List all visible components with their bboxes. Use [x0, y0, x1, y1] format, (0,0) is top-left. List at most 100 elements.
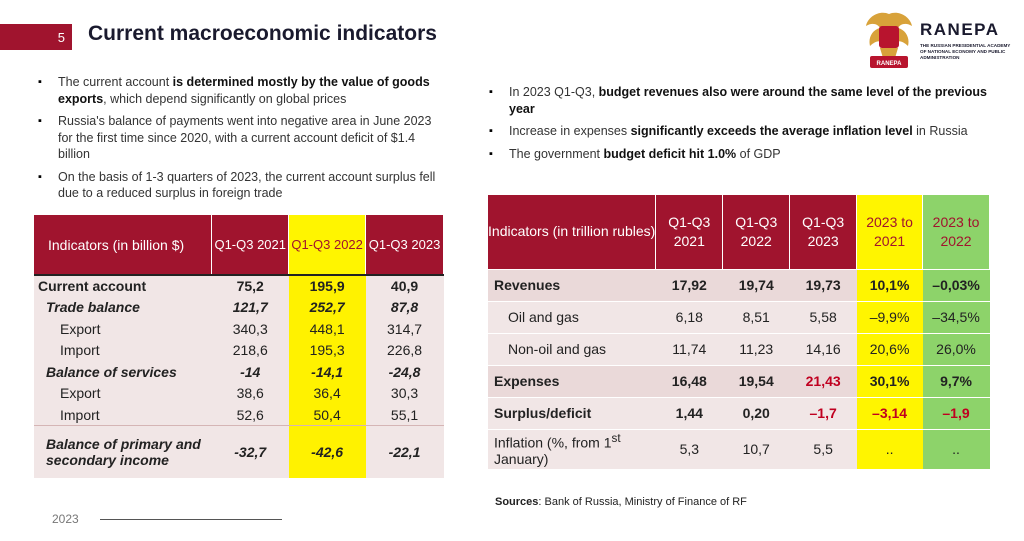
table-cell: Balance of primary and secondary income [34, 425, 212, 478]
table-row: Revenues 17,92 19,74 19,73 10,1% –0,03% [488, 268, 990, 301]
table-cell: 17,92 [655, 268, 723, 301]
table-cell: –9,9% [856, 300, 923, 333]
table-cell: -32,7 [211, 425, 289, 478]
table-cell: 5,3 [655, 428, 723, 469]
table-cell: Current account [34, 274, 212, 297]
table-cell: 20,6% [856, 332, 923, 365]
table-cell: Trade balance [34, 296, 212, 318]
column-header: Q1-Q3 2021 [211, 215, 290, 275]
table-cell: Non-oil and gas [488, 332, 656, 365]
column-header: Q1-Q3 2022 [722, 195, 791, 269]
table-cell: 19,73 [789, 268, 857, 301]
table-row: Expenses 16,48 19,54 21,43 30,1% 9,7% [488, 364, 990, 397]
table-cell: Surplus/deficit [488, 396, 656, 429]
table-cell: Expenses [488, 364, 656, 397]
table-cell: 1,44 [655, 396, 723, 429]
table-cell: 0,20 [722, 396, 790, 429]
bullet-item: In 2023 Q1-Q3, budget revenues also were… [487, 84, 992, 117]
balance-of-payments-table: Indicators (in billion $) Q1-Q3 2021 Q1-… [34, 215, 444, 478]
bullet-item: Increase in expenses significantly excee… [487, 123, 992, 140]
table-cell: 6,18 [655, 300, 723, 333]
table-cell: Inflation (%, from 1st January) [488, 428, 656, 469]
table-cell: –34,5% [922, 300, 990, 333]
table-cell: 195,3 [288, 339, 366, 361]
sources-note: Sources: Bank of Russia, Ministry of Fin… [495, 496, 747, 508]
table-cell: Export [34, 382, 212, 404]
table-cell: 11,23 [722, 332, 790, 365]
table-cell: Oil and gas [488, 300, 656, 333]
table-cell: -14 [211, 361, 289, 383]
table-cell: 448,1 [288, 318, 366, 340]
table-row: Surplus/deficit 1,44 0,20 –1,7 –3,14 –1,… [488, 396, 990, 429]
bullet-item: On the basis of 1-3 quarters of 2023, th… [36, 169, 446, 202]
logo-subtitle: THE RUSSIAN PRESIDENTIAL ACADEMY OF NATI… [920, 43, 1011, 60]
column-header: Q1-Q3 2023 [789, 195, 858, 269]
table-cell: 226,8 [365, 339, 444, 361]
left-bullet-list: The current account is determined mostly… [36, 74, 446, 208]
table-cell: 5,58 [789, 300, 857, 333]
table-cell: 55,1 [365, 404, 444, 426]
logo-brand: RANEPA [920, 20, 1000, 39]
budget-table: Indicators (in trillion rubles) Q1-Q3 20… [488, 195, 990, 469]
table-cell: .. [856, 428, 923, 469]
table-cell: 50,4 [288, 404, 366, 426]
table-cell: -24,8 [365, 361, 444, 383]
table-cell: 8,51 [722, 300, 790, 333]
table-cell: 75,2 [211, 274, 289, 297]
table-cell: -42,6 [288, 425, 366, 478]
column-header: 2023 to 2022 [922, 195, 990, 269]
table-cell: Export [34, 318, 212, 340]
table-cell: 5,5 [789, 428, 857, 469]
table-cell: –1,7 [789, 396, 857, 429]
table-cell: 87,8 [365, 296, 444, 318]
table-cell: 30,3 [365, 382, 444, 404]
table-cell: 314,7 [365, 318, 444, 340]
footer-year: 2023 [52, 512, 79, 526]
table-cell: –3,14 [856, 396, 923, 429]
bullet-item: Russia's balance of payments went into n… [36, 113, 446, 163]
table-row: Balance of primary and secondary income … [34, 425, 444, 478]
table-row: Export 340,3 448,1 314,7 [34, 318, 444, 340]
column-header: Q1-Q3 2021 [655, 195, 724, 269]
table-row: Import 218,6 195,3 226,8 [34, 339, 444, 361]
right-bullet-list: In 2023 Q1-Q3, budget revenues also were… [487, 84, 992, 168]
emblem-text: RANEPA [877, 61, 903, 67]
bullet-item: The current account is determined mostly… [36, 74, 446, 107]
table-cell: 40,9 [365, 274, 444, 297]
table-cell: 340,3 [211, 318, 289, 340]
table-cell: 30,1% [856, 364, 923, 397]
table-cell: 26,0% [922, 332, 990, 365]
table-cell: Import [34, 404, 212, 426]
table-row: Export 38,6 36,4 30,3 [34, 382, 444, 404]
table-cell: 195,9 [288, 274, 366, 297]
table-cell: 16,48 [655, 364, 723, 397]
table-cell: .. [922, 428, 990, 469]
table-cell: 218,6 [211, 339, 289, 361]
table-row: Balance of services -14 -14,1 -24,8 [34, 361, 444, 383]
table-cell: –0,03% [922, 268, 990, 301]
table-row: Import 52,6 50,4 55,1 [34, 404, 444, 426]
ranepa-logo: RANEPA RANEPA THE RUSSIAN PRESIDENTIAL A… [862, 8, 1012, 74]
emblem-icon: RANEPA [866, 12, 912, 68]
column-header: Q1-Q3 2023 [365, 215, 444, 275]
table-cell: 38,6 [211, 382, 289, 404]
bullet-item: The government budget deficit hit 1.0% o… [487, 146, 992, 163]
page-number: 5 [0, 24, 72, 50]
table-cell: 9,7% [922, 364, 990, 397]
table-cell: 36,4 [288, 382, 366, 404]
table-row: Oil and gas 6,18 8,51 5,58 –9,9% –34,5% [488, 300, 990, 333]
table-cell: Revenues [488, 268, 656, 301]
table-cell: 10,7 [722, 428, 790, 469]
table-cell: 10,1% [856, 268, 923, 301]
column-header: Indicators (in trillion rubles) [488, 195, 657, 269]
footer-divider [100, 519, 282, 520]
table-cell: Balance of services [34, 361, 212, 383]
table-cell: 19,54 [722, 364, 790, 397]
table-row: Non-oil and gas 11,74 11,23 14,16 20,6% … [488, 332, 990, 365]
table-row: Inflation (%, from 1st January) 5,3 10,7… [488, 428, 990, 469]
table-cell: 11,74 [655, 332, 723, 365]
table-cell: Import [34, 339, 212, 361]
table-cell: -14,1 [288, 361, 366, 383]
column-header: Q1-Q3 2022 [288, 215, 367, 275]
table-row: Current account 75,2 195,9 40,9 [34, 274, 444, 297]
